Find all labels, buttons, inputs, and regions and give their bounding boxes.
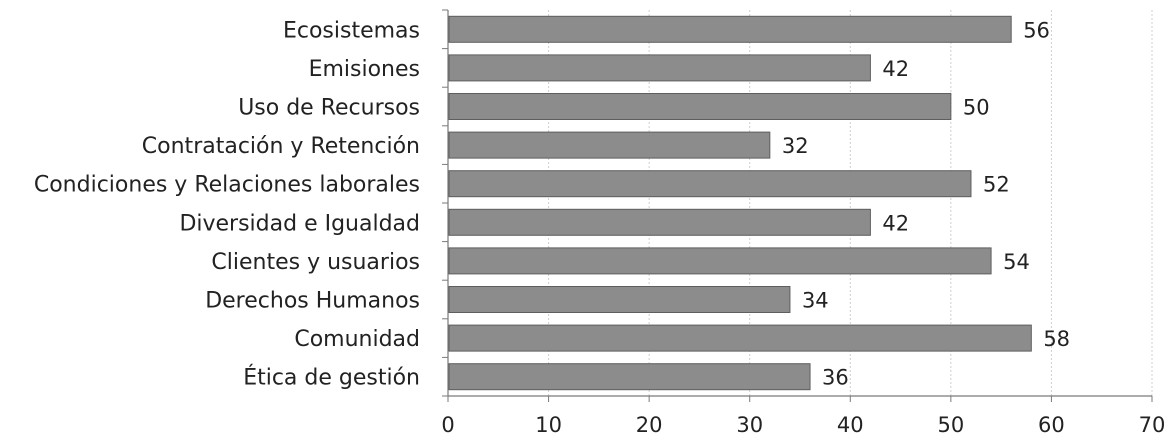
bar <box>448 170 972 198</box>
x-tick-label: 20 <box>636 413 663 437</box>
category-label: Uso de Recursos <box>238 96 420 121</box>
value-label: 54 <box>1003 250 1030 274</box>
value-label: 52 <box>983 173 1010 197</box>
axes <box>442 9 1153 402</box>
bar <box>448 363 811 391</box>
category-label: Diversidad e Igualdad <box>179 211 420 236</box>
category-label: Clientes y usuarios <box>211 250 420 275</box>
category-label: Comunidad <box>294 327 420 352</box>
value-label: 34 <box>802 289 829 313</box>
x-tick-label: 60 <box>1038 413 1065 437</box>
category-label: Ecosistemas <box>283 18 420 43</box>
bar <box>448 54 871 82</box>
bar <box>448 131 771 159</box>
category-label: Condiciones y Relaciones laborales <box>34 173 420 198</box>
category-label: Contratación y Retención <box>142 134 420 159</box>
value-label: 32 <box>782 134 809 158</box>
labels: 56 Ecosistemas 42 Emisiones 50 Uso de Recurso… <box>34 18 1166 437</box>
value-label: 36 <box>822 366 849 390</box>
bar <box>448 15 1012 43</box>
value-label: 42 <box>882 211 909 235</box>
x-tick-label: 30 <box>736 413 763 437</box>
category-label: Ética de gestión <box>243 365 420 391</box>
x-tick-label: 40 <box>837 413 864 437</box>
x-tick-label: 50 <box>937 413 964 437</box>
bar <box>448 93 952 120</box>
category-label: Emisiones <box>309 57 420 82</box>
value-label: 58 <box>1043 327 1070 351</box>
bar <box>448 247 992 275</box>
bar <box>448 324 1032 352</box>
bar <box>448 208 871 236</box>
value-label: 42 <box>882 57 909 81</box>
x-tick-label: 0 <box>441 413 454 437</box>
category-label: Derechos Humanos <box>205 289 420 314</box>
x-tick-label: 70 <box>1139 413 1166 437</box>
value-label: 56 <box>1023 18 1050 42</box>
bar <box>448 286 791 313</box>
bars <box>448 15 1032 391</box>
value-label: 50 <box>963 96 990 120</box>
x-tick-label: 10 <box>535 413 562 437</box>
